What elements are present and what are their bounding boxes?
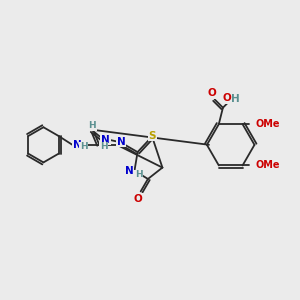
Text: H: H — [100, 142, 107, 152]
Text: O: O — [133, 194, 142, 204]
Text: S: S — [148, 130, 156, 140]
Text: OMe: OMe — [255, 119, 280, 129]
Text: O: O — [207, 88, 216, 98]
Text: N: N — [117, 137, 125, 147]
Text: H: H — [135, 170, 142, 179]
Text: N: N — [125, 166, 134, 176]
Text: H: H — [88, 121, 96, 130]
Text: O: O — [223, 93, 231, 103]
Text: H: H — [231, 94, 240, 104]
Text: N: N — [73, 140, 82, 150]
Text: H: H — [80, 142, 88, 152]
Text: OMe: OMe — [255, 160, 280, 170]
Text: O: O — [88, 120, 96, 130]
Text: N: N — [101, 135, 110, 145]
